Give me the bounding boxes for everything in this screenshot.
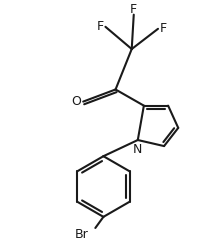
Text: F: F xyxy=(97,20,104,33)
Text: F: F xyxy=(160,22,167,35)
Text: N: N xyxy=(133,143,143,156)
Text: Br: Br xyxy=(74,227,88,241)
Text: O: O xyxy=(71,95,81,108)
Text: F: F xyxy=(130,3,137,16)
